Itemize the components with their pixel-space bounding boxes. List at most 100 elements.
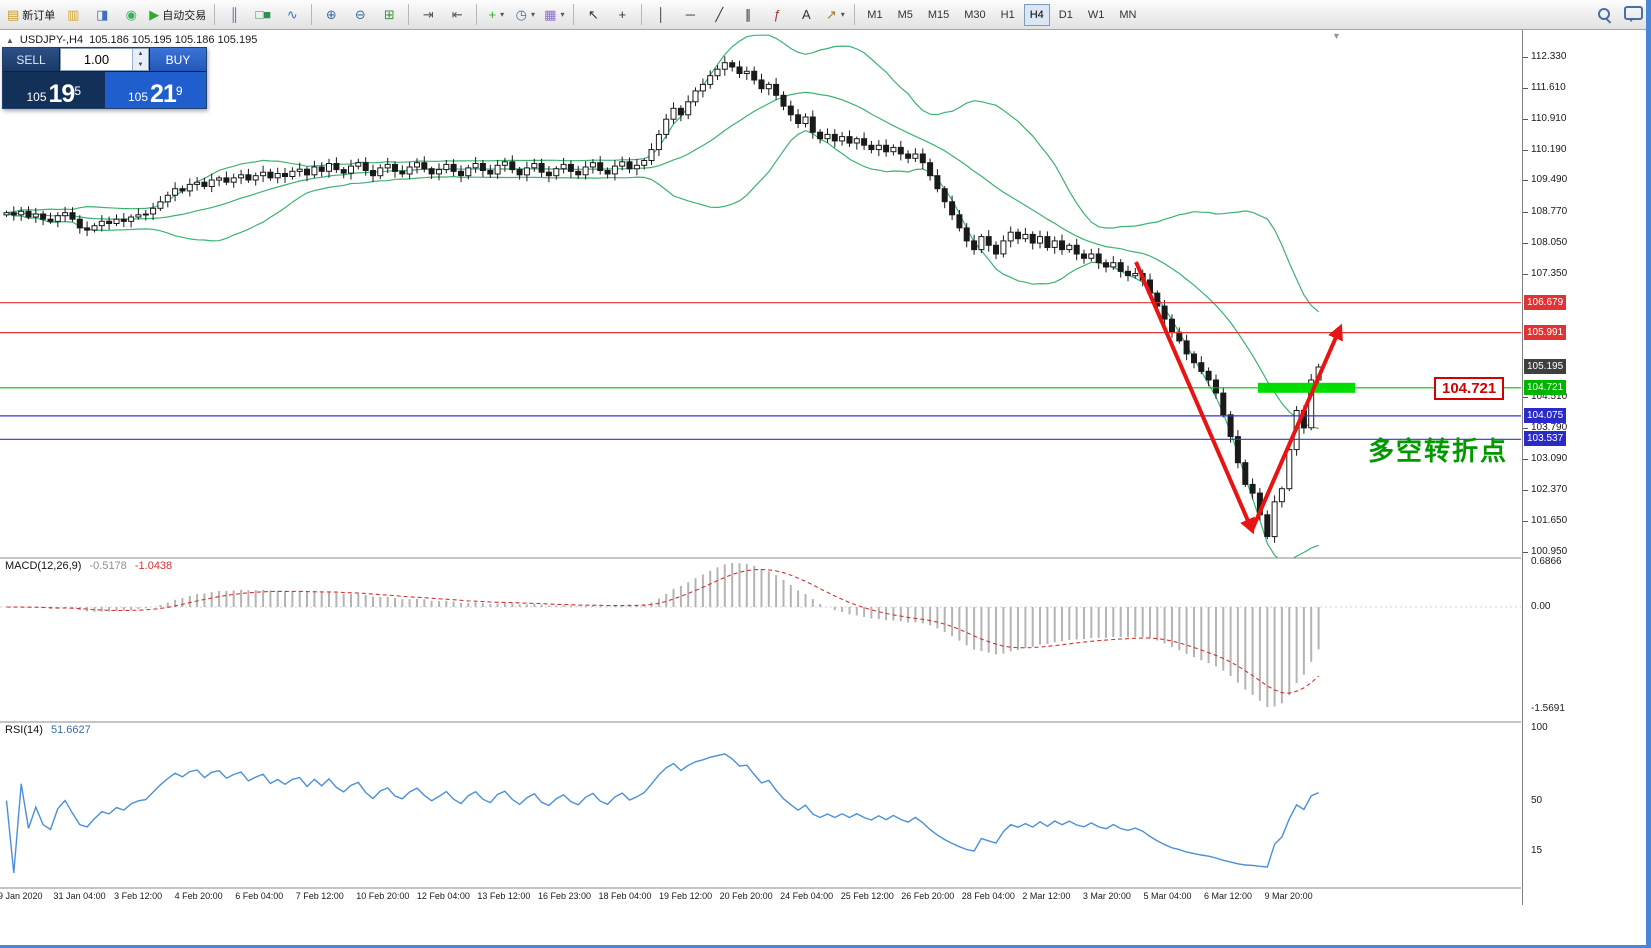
- down-trend-arrow[interactable]: [1134, 261, 1255, 535]
- crosshair-button[interactable]: +: [608, 3, 636, 27]
- sell-price[interactable]: 105 19 5: [3, 72, 105, 108]
- timeframe-m15[interactable]: M15: [927, 8, 950, 21]
- dropdown-arrow-icon[interactable]: ▾: [530, 10, 535, 19]
- auto-scroll-button[interactable]: ⇥: [414, 3, 442, 27]
- volume-down-icon[interactable]: ▼: [133, 59, 148, 70]
- macd-histogram: [12, 563, 1320, 707]
- tile-windows-icon: ⊞: [383, 7, 395, 22]
- bollinger-upper: [6, 34, 1319, 313]
- volume-spin-arrows[interactable]: ▲ ▼: [132, 49, 148, 70]
- rsi-title: RSI(14): [5, 724, 43, 736]
- chart-symbol-header: ▲ USDJPY-,H4 105.186 105.195 105.186 105…: [6, 34, 257, 46]
- vertical-line-button[interactable]: │: [647, 3, 675, 27]
- new-order-icon: ▤: [7, 7, 20, 22]
- buy-button[interactable]: BUY: [149, 48, 206, 71]
- navigator-button[interactable]: ◉: [117, 3, 145, 27]
- sell-button[interactable]: SELL: [3, 48, 60, 71]
- toolbar-group: + ▾ ◷ ▾ ▦ ▾: [482, 3, 568, 27]
- macd-panel: [0, 563, 1521, 707]
- time-label: 16 Feb 23:00: [537, 891, 591, 901]
- symbol-name: USDJPY-,H4: [19, 34, 84, 46]
- chart-canvas[interactable]: [0, 30, 1521, 905]
- price-panel: [0, 34, 1521, 558]
- bar-chart-button[interactable]: ║: [220, 3, 248, 27]
- support-highlight[interactable]: [1258, 382, 1355, 393]
- rsi-panel: [5, 753, 1319, 874]
- up-trend-arrow[interactable]: [1250, 323, 1343, 531]
- autotrading-button[interactable]: ▶ 自动交易: [146, 3, 209, 27]
- macd-scale-label: 0.00: [1531, 601, 1551, 612]
- price-chip-105.195[interactable]: 105.195: [1524, 359, 1567, 375]
- data-window-icon: ◨: [96, 7, 109, 22]
- timeframe-m30[interactable]: M30: [964, 8, 986, 21]
- timeframe-group: M1 M5 M15 M30 H1 H4 D1 W1 MN: [860, 3, 1143, 26]
- price-axis[interactable]: 112.330 111.610 110.910 110.190 109.490 108.7…: [1522, 30, 1647, 905]
- volume-value[interactable]: 1.00: [83, 52, 110, 67]
- line-chart-button[interactable]: ∿: [278, 3, 306, 27]
- tile-windows-button[interactable]: ⊞: [375, 3, 403, 27]
- arrows-tool-button[interactable]: ↗ ▾: [821, 3, 849, 27]
- new-order-button[interactable]: ▤ 新订单: [4, 3, 58, 27]
- price-tick-label: 107.350: [1531, 267, 1568, 279]
- time-axis[interactable]: 29 Jan 2020 31 Jan 04:00 3 Feb 12:00 4 Feb …: [0, 889, 1521, 905]
- timeframe-m5[interactable]: M5: [897, 8, 913, 21]
- scroll-to-end-icon[interactable]: ▼: [1332, 31, 1341, 41]
- candlestick-chart-icon: □■: [255, 7, 272, 22]
- text-label-icon: A: [801, 7, 811, 22]
- dropdown-arrow-icon[interactable]: ▾: [560, 10, 565, 19]
- timeframe-m1[interactable]: M1: [867, 8, 883, 21]
- price-chip-104.721[interactable]: 104.721: [1524, 379, 1567, 395]
- rsi-scale-label: 15: [1531, 845, 1543, 857]
- price-tick-label: 100.950: [1531, 545, 1568, 557]
- equidistant-channel-button[interactable]: ∥: [734, 3, 762, 27]
- dropdown-arrow-icon[interactable]: ▾: [840, 10, 845, 19]
- time-label: 2 Mar 12:00: [1022, 891, 1071, 901]
- zoom-in-button[interactable]: ⊕: [317, 3, 345, 27]
- price-chip-104.075[interactable]: 104.075: [1524, 407, 1567, 423]
- price-chip-105.991[interactable]: 105.991: [1524, 324, 1567, 340]
- zoom-out-button[interactable]: ⊖: [346, 3, 374, 27]
- new-order-label: 新订单: [22, 9, 56, 22]
- toolbar-group: ↖ +: [579, 3, 636, 27]
- data-window-button[interactable]: ◨: [88, 3, 116, 27]
- arrows-tool-icon: ↗: [825, 7, 837, 22]
- price-tick-mark: [1523, 273, 1528, 275]
- timeframe-mn[interactable]: MN: [1119, 8, 1137, 21]
- horizontal-line-button[interactable]: ─: [676, 3, 704, 27]
- chart-collapse-icon[interactable]: ▲: [6, 35, 14, 45]
- bar-chart-icon: ║: [229, 7, 239, 22]
- search-button[interactable]: [1590, 3, 1618, 27]
- price-chip-106.679[interactable]: 106.679: [1524, 294, 1567, 310]
- price-chip-103.537[interactable]: 103.537: [1524, 431, 1567, 447]
- indicators-add-button[interactable]: + ▾: [482, 3, 510, 27]
- dropdown-arrow-icon[interactable]: ▾: [500, 10, 505, 19]
- toolbar-group: ║ □■ ∿: [220, 3, 306, 27]
- timeframe-h4[interactable]: H4: [1023, 3, 1050, 26]
- periods-clock-button[interactable]: ◷ ▾: [511, 3, 539, 27]
- fibonacci-button[interactable]: ƒ: [763, 3, 791, 27]
- price-level-label[interactable]: 104.721: [1434, 377, 1505, 400]
- community-chat-button[interactable]: [1619, 3, 1647, 27]
- price-tick-label: 103.090: [1531, 452, 1568, 464]
- timeframe-w1[interactable]: W1: [1087, 8, 1105, 21]
- candlestick-chart-button[interactable]: □■: [249, 3, 277, 27]
- chart-shift-button[interactable]: ⇤: [443, 3, 471, 27]
- toolbar-separator: [573, 4, 575, 25]
- templates-button[interactable]: ▦ ▾: [540, 3, 568, 27]
- timeframe-d1[interactable]: D1: [1058, 8, 1073, 21]
- price-tick-mark: [1523, 397, 1528, 398]
- macd-main-value: -0.5178: [89, 560, 127, 572]
- timeframe-h1[interactable]: H1: [1000, 8, 1015, 21]
- toolbar-group: │ ─ ╱ ∥ ƒ A ↗ ▾: [647, 3, 849, 27]
- cursor-button[interactable]: ↖: [579, 3, 607, 27]
- buy-price[interactable]: 105 21 9: [104, 72, 206, 108]
- toolbar-separator: [214, 4, 216, 25]
- volume-stepper[interactable]: 1.00 ▲ ▼: [60, 48, 149, 71]
- trendline-button[interactable]: ╱: [705, 3, 733, 27]
- time-label: 26 Feb 20:00: [901, 891, 955, 901]
- rsi-value: 51.6627: [50, 724, 91, 736]
- time-label: 4 Feb 20:00: [174, 891, 223, 901]
- text-label-button[interactable]: A: [792, 3, 820, 27]
- market-watch-button[interactable]: ▥: [59, 3, 87, 27]
- volume-up-icon[interactable]: ▲: [133, 49, 148, 60]
